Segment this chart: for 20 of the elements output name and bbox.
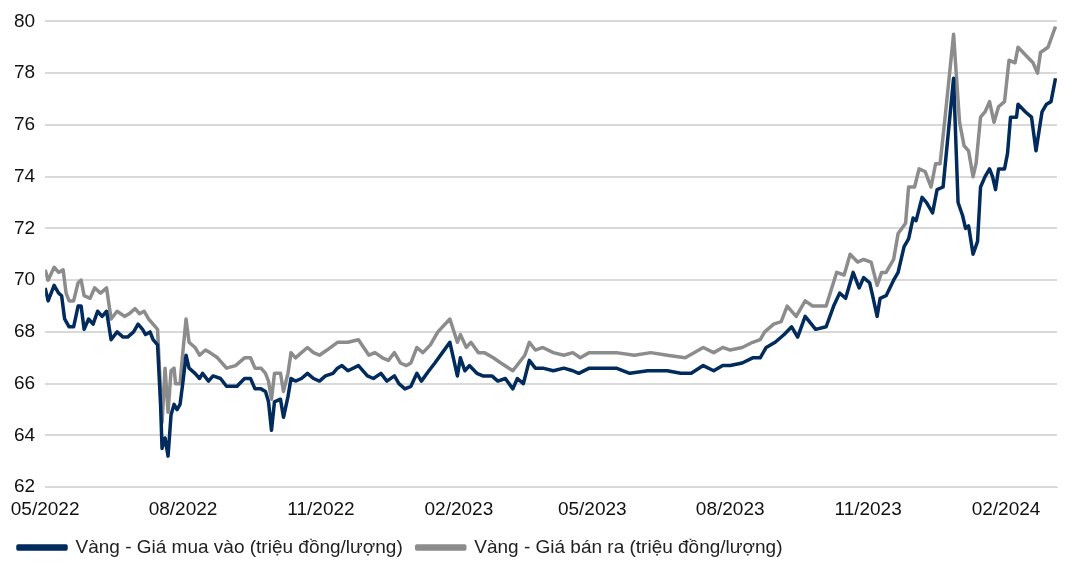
x-tick-label: 02/2024 <box>971 497 1041 519</box>
x-tick-label: 02/2023 <box>424 497 494 519</box>
y-tick-label: 64 <box>13 423 36 445</box>
y-tick-label: 68 <box>13 320 36 342</box>
x-tick-label: 08/2022 <box>148 497 218 519</box>
y-tick-label: 70 <box>13 268 36 290</box>
legend-label: Vàng - Giá bán ra (triệu đồng/lượng) <box>474 535 783 557</box>
x-tick-label: 08/2023 <box>695 497 765 519</box>
x-tick-label: 11/2022 <box>287 497 355 519</box>
y-tick-label: 80 <box>13 9 36 31</box>
y-tick-label: 62 <box>13 475 36 497</box>
y-tick-label: 76 <box>13 113 36 135</box>
x-tick-label: 05/2023 <box>557 497 627 519</box>
x-tick-label: 11/2023 <box>834 497 902 519</box>
y-tick-label: 78 <box>13 61 36 83</box>
y-tick-label: 66 <box>13 371 36 393</box>
legend-label: Vàng - Giá mua vào (triệu đồng/lượng) <box>75 535 403 557</box>
y-tick-label: 72 <box>13 216 36 238</box>
y-tick-label: 74 <box>13 164 36 186</box>
x-tick-label: 05/2022 <box>10 497 80 519</box>
